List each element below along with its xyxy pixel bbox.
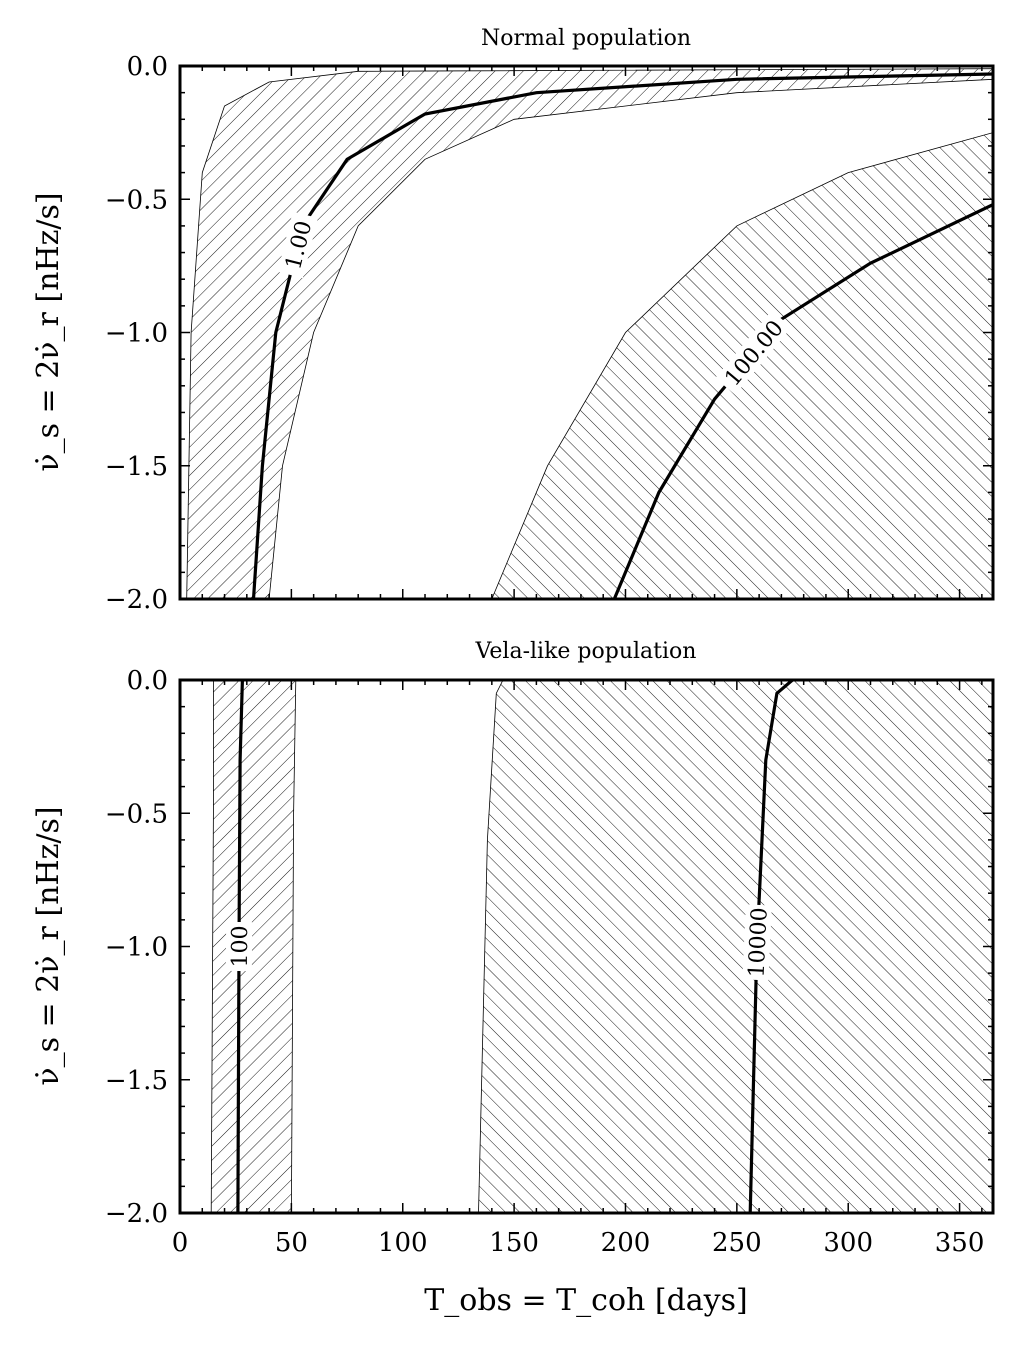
contour-line-2 xyxy=(748,680,794,1213)
y-tick-label: −1.5 xyxy=(105,452,168,482)
y-tick-label: −2.0 xyxy=(105,585,168,615)
y-tick-label: −0.5 xyxy=(105,799,168,829)
x-tick-label: 300 xyxy=(823,1228,873,1258)
title-vela: Vela-like population xyxy=(475,639,697,664)
y-tick-label: 0.0 xyxy=(127,52,168,82)
contour-line-1 xyxy=(236,680,244,1213)
xlabel: T_obs = T_coh [days] xyxy=(424,1283,747,1318)
y-tick-label: 0.0 xyxy=(127,666,168,696)
y-tick-label: −2.0 xyxy=(105,1199,168,1229)
ylabel-normal: ν̇_s = 2ν̇_r [nHz/s] xyxy=(31,192,66,471)
panel-vela: Vela-like population 100 10000 0 50 100 150 2… xyxy=(31,639,995,1318)
y-tick-label: −1.0 xyxy=(105,933,168,963)
title-normal: Normal population xyxy=(481,26,691,51)
x-tick-label: 100 xyxy=(378,1228,428,1258)
contour-label-text: 100 xyxy=(228,925,253,967)
hatched-region-1 xyxy=(210,680,297,1213)
hatched-region-1 xyxy=(186,68,993,599)
x-tick-label: 150 xyxy=(489,1228,539,1258)
contour-label-2: 10000 xyxy=(742,904,773,981)
y-tick-label: −0.5 xyxy=(105,185,168,215)
ylabel-vela: ν̇_s = 2ν̇_r [nHz/s] xyxy=(31,806,66,1085)
x-tick-label: 350 xyxy=(935,1228,985,1258)
contour-label-bg xyxy=(277,211,318,279)
x-tick-label: 250 xyxy=(712,1228,762,1258)
x-tick-label: 0 xyxy=(172,1228,189,1258)
contour-label-1: 100 xyxy=(225,921,253,972)
hatched-region-2 xyxy=(478,680,993,1213)
contour-label-text: 10000 xyxy=(744,907,772,978)
contour-label-bg xyxy=(225,921,253,972)
contour-label-bg xyxy=(715,310,792,395)
contour-label-bg xyxy=(742,904,772,981)
x-tick-label: 200 xyxy=(601,1228,651,1258)
y-tick-label: −1.0 xyxy=(105,319,168,349)
y-tick-label: −1.5 xyxy=(105,1066,168,1096)
contour-line-1 xyxy=(251,72,993,599)
x-tick-label: 50 xyxy=(275,1228,308,1258)
